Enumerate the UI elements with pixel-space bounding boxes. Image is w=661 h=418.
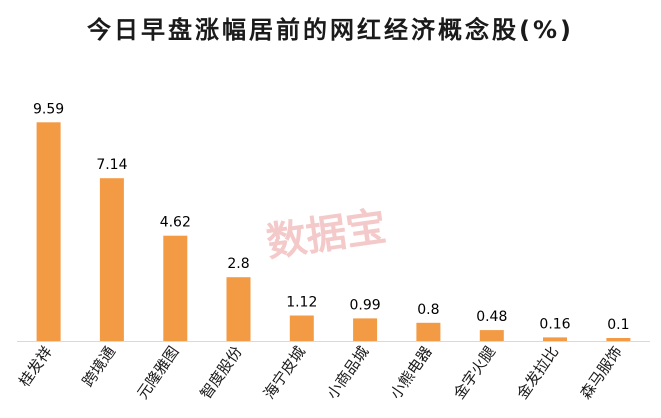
- category-label-5: 海宁皮城: [260, 343, 309, 402]
- category-label-7: 小熊电器: [387, 343, 436, 402]
- value-labels-layer: 9.59 7.14 4.62 2.8 1.12 0.99 0.8 0.48 0.16 0.1: [33, 101, 630, 333]
- bar-7: [416, 322, 441, 341]
- value-label-8: 0.48: [476, 309, 507, 325]
- bar-2: [99, 178, 124, 341]
- value-label-2: 7.14: [96, 157, 127, 173]
- bar-4: [226, 277, 251, 341]
- watermark-text: 数据宝: [264, 204, 389, 266]
- bar-5: [289, 315, 314, 341]
- bar-8: [479, 330, 504, 341]
- value-label-3: 4.62: [160, 215, 191, 231]
- value-label-10: 0.1: [607, 317, 629, 333]
- value-label-5: 1.12: [286, 295, 317, 311]
- value-label-9: 0.16: [539, 316, 570, 332]
- category-label-9: 金发拉比: [513, 343, 562, 402]
- value-label-7: 0.8: [417, 302, 439, 318]
- bar-1: [36, 122, 61, 341]
- category-label-3: 元隆雅图: [133, 343, 182, 402]
- bar-6: [353, 318, 378, 341]
- bar-3: [163, 235, 188, 341]
- category-label-4: 智度股份: [197, 343, 246, 402]
- category-label-8: 金字火腿: [450, 343, 499, 402]
- bar-10: [606, 338, 631, 341]
- bar-9: [543, 337, 567, 341]
- tick-labels-layer: 桂发祥 跨境通 元隆雅图 智度股份 海宁皮城 小商品城 小熊电器 金字火腿 金发拉比 森马服饰: [15, 343, 625, 402]
- value-label-4: 2.8: [227, 256, 249, 272]
- category-label-2: 跨境通: [79, 343, 120, 390]
- category-label-1: 桂发祥: [15, 343, 56, 390]
- value-label-6: 0.99: [350, 297, 381, 313]
- bars-layer: [36, 122, 631, 341]
- value-label-1: 9.59: [33, 101, 64, 117]
- chart-title: 今日早盘涨幅居前的网红经济概念股(%): [87, 16, 574, 44]
- category-label-6: 小商品城: [323, 343, 372, 402]
- category-label-10: 森马服饰: [577, 343, 626, 402]
